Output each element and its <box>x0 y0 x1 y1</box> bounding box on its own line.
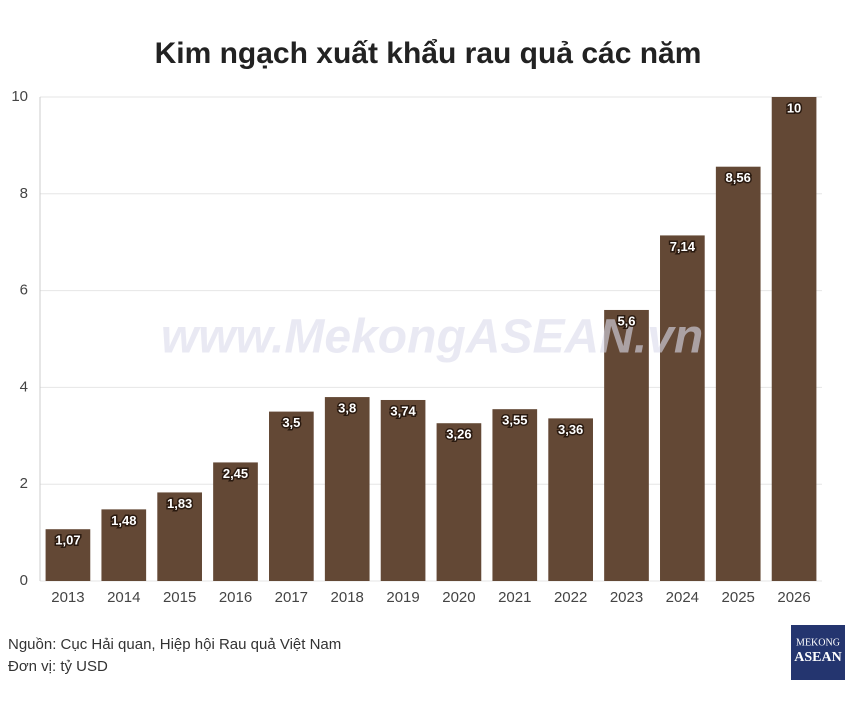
y-tick-label: 4 <box>20 378 28 395</box>
bar <box>269 411 314 581</box>
value-label: 7,14 <box>670 239 696 254</box>
value-label: 3,5 <box>282 415 300 430</box>
value-label: 3,26 <box>446 427 471 442</box>
bar <box>492 409 538 581</box>
value-label: 1,83 <box>167 496 192 511</box>
x-tick-label: 2013 <box>51 589 84 606</box>
y-tick-label: 6 <box>20 282 28 299</box>
x-tick-label: 2018 <box>331 589 364 606</box>
source: Nguồn: Cục Hải quan, Hiệp hội Rau quả Vi… <box>8 636 341 653</box>
chart-title: Kim ngạch xuất khẩu rau quả các năm <box>155 37 702 70</box>
x-tick-label: 2017 <box>275 589 308 606</box>
x-tick-label: 2023 <box>610 589 643 606</box>
value-label: 2,45 <box>223 466 248 481</box>
bar <box>213 462 258 581</box>
x-tick-label: 2019 <box>386 589 419 606</box>
x-tick-label: 2021 <box>498 589 531 606</box>
bar <box>436 423 482 581</box>
value-label: 8,56 <box>726 170 751 185</box>
bar <box>380 399 426 581</box>
bar <box>771 97 817 581</box>
y-tick-label: 10 <box>11 88 28 105</box>
value-label: 5,6 <box>617 313 635 328</box>
logo <box>791 625 845 680</box>
value-label: 3,8 <box>338 401 356 416</box>
x-tick-label: 2026 <box>777 589 810 606</box>
y-tick-label: 8 <box>20 185 28 202</box>
value-label: 1,07 <box>55 533 80 548</box>
bar <box>157 492 202 581</box>
x-tick-label: 2025 <box>722 589 755 606</box>
value-label: 3,36 <box>558 422 583 437</box>
logo-text: MEKONG <box>796 637 840 648</box>
bar <box>660 235 705 581</box>
y-tick-label: 0 <box>20 572 28 589</box>
value-label: 3,55 <box>502 413 527 428</box>
x-tick-label: 2022 <box>554 589 587 606</box>
bar <box>45 529 91 581</box>
value-label: 3,74 <box>390 403 416 418</box>
x-tick-label: 2015 <box>163 589 196 606</box>
value-label: 10 <box>787 100 801 115</box>
bar <box>324 397 370 581</box>
bar <box>715 166 761 582</box>
x-tick-label: 2020 <box>442 589 475 606</box>
x-tick-label: 2014 <box>107 589 140 606</box>
logo-text: ASEAN <box>794 650 841 665</box>
bar <box>548 418 593 581</box>
value-label: 1,48 <box>111 513 136 528</box>
watermark: www.MekongASEAN.vn <box>161 311 703 364</box>
bar <box>101 509 147 581</box>
unit: Đơn vị: tỷ USD <box>8 658 108 675</box>
x-tick-label: 2024 <box>666 589 699 606</box>
bar <box>604 309 649 581</box>
y-tick-label: 2 <box>20 475 28 492</box>
x-tick-label: 2016 <box>219 589 252 606</box>
